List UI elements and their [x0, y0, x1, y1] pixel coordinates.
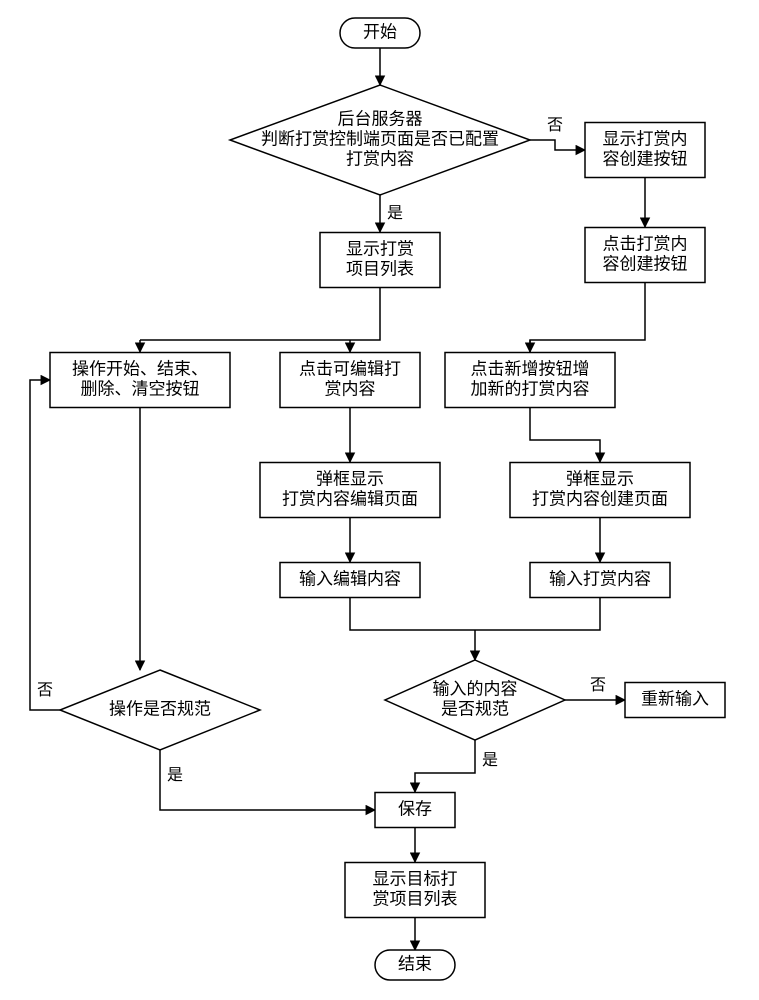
- edge-11: [530, 407, 600, 462]
- node-label: 重新输入: [641, 689, 709, 708]
- node-d3: 输入的内容是否规范: [385, 660, 565, 740]
- edge-2: [530, 140, 585, 150]
- node-label: 容创建按钮: [603, 149, 688, 168]
- node-label: 弹框显示: [566, 469, 634, 488]
- node-label: 操作是否规范: [109, 699, 211, 718]
- node-click_edit: 点击可编辑打赏内容: [280, 353, 420, 408]
- flowchart-svg: 是否否是是否 开始后台服务器判断打赏控制端页面是否已配置打赏内容显示打赏内容创建…: [0, 0, 759, 1000]
- node-label: 结束: [398, 954, 432, 973]
- node-label: 容创建按钮: [603, 254, 688, 273]
- node-label: 保存: [398, 799, 432, 818]
- node-ops: 操作开始、结束、删除、清空按钮: [50, 353, 230, 408]
- node-show_list: 显示打赏项目列表: [320, 233, 440, 288]
- node-start: 开始: [340, 18, 420, 48]
- node-label: 输入的内容: [433, 679, 518, 698]
- node-label: 显示打赏: [346, 239, 414, 258]
- edge-label: 是: [482, 752, 498, 769]
- edge-15: [475, 597, 600, 630]
- node-popup_edit: 弹框显示打赏内容编辑页面: [260, 463, 440, 518]
- edge-label: 否: [547, 117, 563, 134]
- edge-label: 否: [590, 677, 606, 694]
- node-label: 赏内容: [325, 379, 376, 398]
- node-label: 后台服务器: [338, 109, 423, 128]
- edge-label: 否: [37, 682, 53, 699]
- node-label: 显示打赏内: [603, 129, 688, 148]
- node-reinput: 重新输入: [625, 683, 725, 718]
- node-save: 保存: [375, 793, 455, 828]
- edge-label: 是: [387, 205, 403, 222]
- node-label: 是否规范: [441, 699, 509, 718]
- node-show_target: 显示目标打赏项目列表: [345, 863, 485, 918]
- node-label: 点击可编辑打: [299, 359, 401, 378]
- node-show_create: 显示打赏内容创建按钮: [585, 123, 705, 178]
- node-click_add: 点击新增按钮增加新的打赏内容: [445, 353, 615, 408]
- edge-18: [415, 740, 475, 792]
- node-label: 操作开始、结束、: [72, 359, 208, 378]
- node-click_create: 点击打赏内容创建按钮: [585, 228, 705, 283]
- node-label: 打赏内容: [346, 149, 414, 168]
- node-label: 显示目标打: [373, 869, 458, 888]
- node-label: 判断打赏控制端页面是否已配置: [261, 129, 499, 148]
- edge-4: [530, 283, 645, 352]
- node-label: 赏项目列表: [373, 889, 458, 908]
- edge-5: [140, 287, 380, 340]
- node-label: 输入打赏内容: [549, 569, 651, 588]
- node-d1: 后台服务器判断打赏控制端页面是否已配置打赏内容: [230, 85, 530, 195]
- node-popup_create: 弹框显示打赏内容创建页面: [510, 463, 690, 518]
- node-input_reward: 输入打赏内容: [530, 563, 670, 598]
- edge-label: 是: [167, 767, 183, 784]
- node-end: 结束: [375, 950, 455, 980]
- node-label: 点击打赏内: [603, 234, 688, 253]
- node-label: 弹框显示: [316, 469, 384, 488]
- node-label: 删除、清空按钮: [81, 379, 200, 398]
- edge-20: [30, 380, 60, 710]
- node-label: 打赏内容创建页面: [532, 489, 668, 508]
- node-d2: 操作是否规范: [60, 670, 260, 750]
- node-input_edit: 输入编辑内容: [280, 563, 420, 598]
- node-label: 加新的打赏内容: [471, 379, 590, 398]
- node-label: 输入编辑内容: [299, 569, 401, 588]
- node-label: 项目列表: [346, 259, 414, 278]
- node-label: 点击新增按钮增: [471, 359, 590, 378]
- node-label: 打赏内容编辑页面: [282, 489, 418, 508]
- node-label: 开始: [363, 22, 397, 41]
- edge-14: [350, 597, 475, 630]
- edge-19: [160, 750, 375, 810]
